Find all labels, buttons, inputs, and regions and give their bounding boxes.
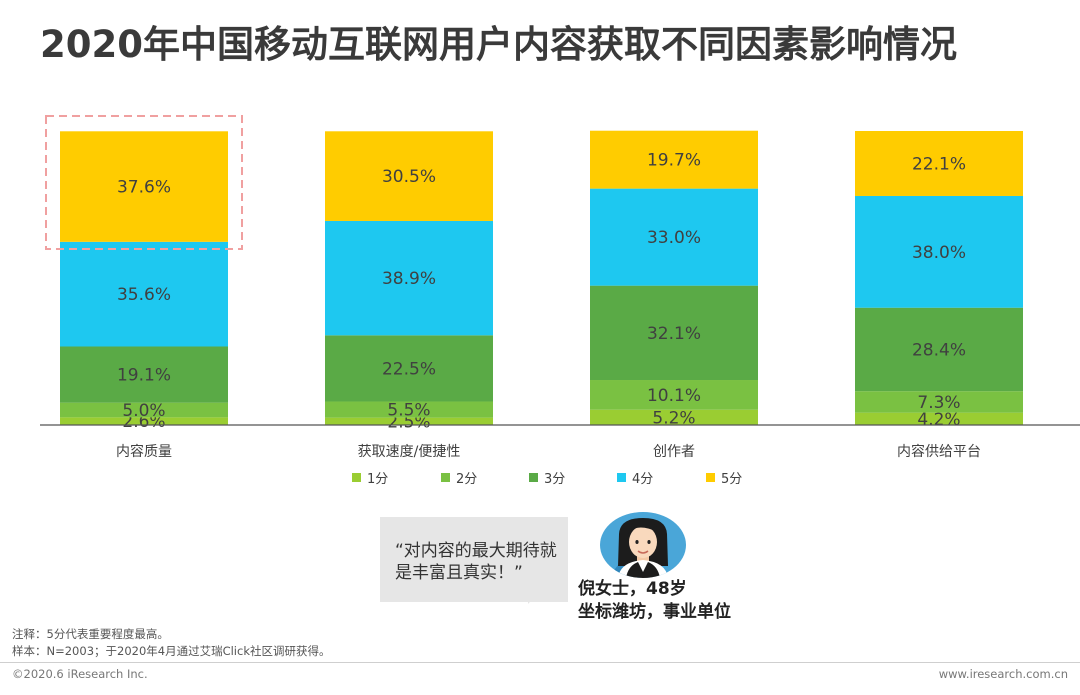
chart-title: 2020年中国移动互联网用户内容获取不同因素影响情况 [40,23,957,66]
category-label: 内容供给平台 [897,443,981,460]
bar-segment [60,131,228,242]
quote-text: “对内容的最大期待就是丰富且真实！” [395,541,557,583]
data-label: 19.7% [647,151,701,171]
legend-label: 3分 [544,472,566,487]
bar-segment [590,130,758,189]
highlight-box [45,115,243,250]
legend-item: 2分 [441,468,477,487]
bar-segment [855,131,1023,196]
bar-segment [855,391,1023,413]
bar-segment [855,195,1023,308]
data-label: 22.5% [382,359,436,379]
legend-label: 2分 [456,472,478,487]
bar-segment [60,402,228,418]
bar-segment [325,417,493,425]
data-label: 5.5% [387,401,430,421]
bar-segment [590,409,758,425]
data-label: 35.6% [117,285,171,305]
legend-swatch [352,473,361,482]
legend-label: 4分 [632,472,654,487]
legend-label: 1分 [367,472,389,487]
category-label: 获取速度/便捷性 [358,444,461,460]
bar-segment [855,412,1023,425]
note-sample: 样本：N=2003；于2020年4月通过艾瑞Click社区调研获得。 [12,644,331,658]
note-definition: 注释：5分代表重要程度最高。 [12,627,169,641]
legend-swatch [441,473,450,482]
data-label: 32.1% [647,324,701,344]
data-label: 37.6% [117,178,171,198]
data-label: 5.2% [652,408,695,428]
bar-segment [325,401,493,418]
bar-segment [855,307,1023,392]
quote-bubble-tail [528,560,568,604]
data-label: 33.0% [647,228,701,248]
bar-segment [590,380,758,410]
bar-segment [60,417,228,425]
category-label: 创作者 [653,444,695,460]
legend-label: 5分 [721,472,743,487]
legend-swatch [706,473,715,482]
data-label: 28.4% [912,340,966,360]
data-label: 22.1% [912,154,966,174]
respondent-info: 倪女士，48岁 坐标潍坊，事业单位 [578,578,731,624]
legend-swatch [529,473,538,482]
legend-swatch [617,473,626,482]
footer-url: www.iresearch.com.cn [938,667,1068,681]
bar-segment [60,346,228,403]
bar-segment [590,188,758,286]
legend-item: 5分 [706,468,742,487]
stacked-bar-chart: 2.6%5.0%19.1%35.6%37.6%内容质量2.5%5.5%22.5%… [40,115,1080,460]
legend-item: 3分 [529,468,565,487]
legend-item: 1分 [352,468,388,487]
legend-item: 4分 [617,468,653,487]
data-label: 10.1% [647,386,701,406]
data-label: 19.1% [117,366,171,386]
footer-copyright: ©2020.6 iResearch Inc. [12,667,148,681]
data-label: 38.9% [382,269,436,289]
bar-segment [325,131,493,221]
bar-segment [590,285,758,381]
woman-avatar-icon [600,512,686,578]
data-label: 7.3% [917,393,960,413]
chart-legend: 1分 2分 3分 4分 5分 [0,468,1080,488]
data-label: 38.0% [912,243,966,263]
bar-segment [325,335,493,402]
respondent-detail: 坐标潍坊，事业单位 [578,602,731,622]
footer-divider [0,662,1080,663]
respondent-name: 倪女士，48岁 [578,579,687,599]
bar-segment [60,241,228,347]
data-label: 5.0% [122,401,165,421]
bar-segment [325,220,493,336]
category-label: 内容质量 [116,443,172,460]
data-label: 30.5% [382,167,436,187]
